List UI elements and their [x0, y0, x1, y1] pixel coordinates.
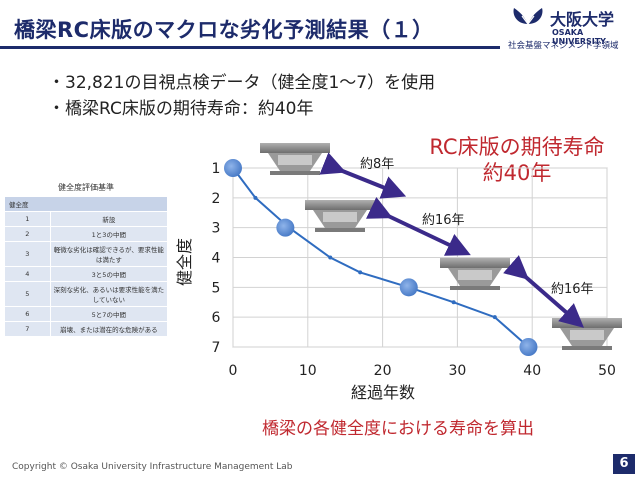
table-cell-level: 7 [4, 321, 51, 337]
series-point [253, 195, 258, 200]
highlight-point [276, 218, 295, 237]
y-tick-label: 3 [212, 221, 221, 237]
table-cell-description: 軽微な劣化は確認できるが、要求性能は満たす [49, 241, 169, 267]
bullet-item-data: ・32,821の目視点検データ（健全度1〜7）を使用 [48, 73, 436, 93]
table-row: 2 1と3の中間 [4, 226, 169, 242]
highlight-point [399, 278, 418, 297]
highlight-point [519, 338, 538, 356]
series-point [451, 300, 456, 305]
series-point [328, 255, 333, 260]
page-number: 6 [613, 454, 635, 474]
chart-title-line2: 約40年 [482, 161, 552, 185]
university-logo: 大阪大学 OSAKA UNIVERSITY 社会基盤マネジメント学領域 [508, 6, 636, 54]
logo-department: 社会基盤マネジメント学領域 [508, 41, 619, 51]
y-tick-label: 4 [212, 251, 221, 267]
x-tick-label: 40 [523, 363, 541, 379]
copyright-footer: Copyright © Osaka University Infrastruct… [12, 462, 293, 472]
interval-label: 約16年 [551, 282, 594, 297]
y-tick-label: 6 [212, 310, 221, 326]
y-tick-label: 5 [212, 280, 221, 296]
x-tick-label: 10 [299, 363, 317, 379]
chart-series [224, 159, 538, 356]
bullet-list: ・32,821の目視点検データ（健全度1〜7）を使用 ・橋梁RC床版の期待寿命：… [48, 70, 435, 122]
rc-deck-illustration [305, 200, 375, 232]
title-divider [0, 46, 500, 49]
rc-deck-illustration [260, 143, 330, 175]
table-row: 3 軽微な劣化は確認できるが、要求性能は満たす [4, 241, 169, 267]
y-axis-label: 健全度 [175, 238, 194, 286]
interval-arrow [319, 152, 407, 199]
chart-title: RC床版の期待寿命 約40年 [418, 134, 616, 186]
x-tick-label: 20 [374, 363, 392, 379]
health-criteria-table: 健全度評価基準 健全度 1 新設 2 1と3の中間 3 軽微な劣化は確認できるが、要求性能… [4, 182, 169, 337]
highlight-point [224, 159, 242, 177]
chart-ticks: 0 10 20 30 40 50 1 2 3 4 5 6 7 [212, 161, 616, 379]
table-row: 7 崩壊、または潜在的な危険がある [4, 321, 169, 337]
interval-label: 約8年 [360, 157, 394, 172]
ginkgo-logo-icon [513, 8, 543, 36]
y-tick-label: 2 [212, 191, 221, 207]
x-tick-label: 50 [598, 363, 616, 379]
interval-label: 約16年 [422, 213, 465, 228]
rc-deck-illustration [552, 318, 622, 350]
interval-arrow [366, 197, 471, 256]
table-row: 4 3と5の中間 [4, 266, 169, 282]
chart-grid [232, 167, 608, 348]
x-tick-label: 0 [229, 363, 238, 379]
logo-name: 大阪大学 [550, 10, 615, 29]
interval-arrow [503, 255, 585, 328]
logo-english: OSAKA UNIVERSITY [552, 28, 606, 46]
y-tick-label: 7 [212, 340, 221, 356]
chart-title-line1: RC床版の期待寿命 [429, 135, 605, 159]
x-axis-label: 経過年数 [351, 383, 415, 402]
rc-deck-illustration [440, 258, 510, 290]
slide-title: 橋梁RC床版のマクロな劣化予測結果（１） [14, 18, 434, 42]
bottom-note: 橋梁の各健全度における寿命を算出 [262, 419, 534, 439]
table-caption: 健全度評価基準 [58, 183, 114, 192]
table-cell-description: 崩壊、または潜在的な危険がある [49, 321, 169, 337]
deck-illustrations [260, 143, 622, 350]
y-tick-label: 1 [212, 161, 221, 177]
series-point [358, 270, 363, 275]
bullet-item-life: ・橋梁RC床版の期待寿命：約40年 [48, 99, 314, 119]
x-tick-label: 30 [448, 363, 466, 379]
series-point [492, 315, 497, 320]
table-cell-level: 5 [4, 281, 51, 307]
